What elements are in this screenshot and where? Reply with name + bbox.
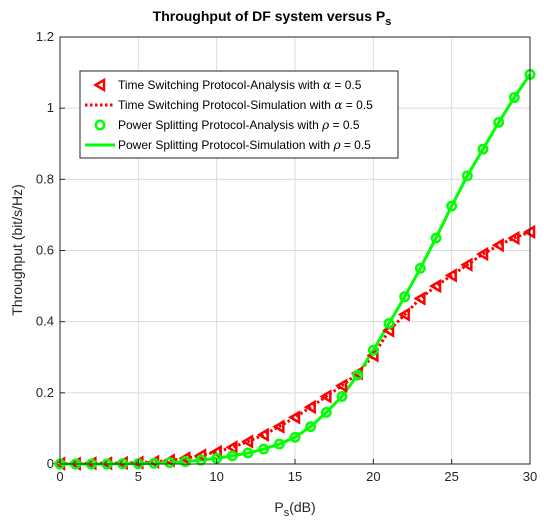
ts-analysis-marker — [397, 307, 410, 322]
x-tick-label: 20 — [366, 469, 380, 484]
x-tick-label: 5 — [135, 469, 142, 484]
ps-analysis-marker — [164, 457, 176, 469]
legend-entry: Time Switching Protocol-Simulation with … — [118, 98, 373, 112]
ps-analysis-marker — [352, 369, 364, 381]
ts-analysis-marker — [491, 237, 504, 253]
ps-analysis-marker — [477, 143, 489, 155]
ts-analysis-marker — [256, 427, 269, 443]
y-tick-label: 1 — [47, 100, 54, 115]
ps-analysis-marker — [414, 262, 426, 274]
ps-analysis-marker — [305, 421, 317, 433]
x-tick-label: 10 — [209, 469, 223, 484]
ts-analysis-marker — [303, 399, 316, 415]
legend-circle-marker — [94, 119, 106, 131]
ps-analysis-marker — [461, 170, 473, 182]
ps-analysis-marker — [336, 390, 348, 402]
legend-entry: Time Switching Protocol-Analysis with α … — [118, 78, 362, 92]
x-tick-label: 0 — [56, 469, 63, 484]
x-tick-label: 25 — [444, 469, 458, 484]
ts-analysis-marker — [194, 448, 207, 463]
legend-entry: Power Splitting Protocol-Analysis with ρ… — [118, 118, 360, 132]
x-axis-label: Ps(dB) — [274, 499, 315, 519]
ps-analysis-marker — [289, 431, 301, 443]
legend-triangle-marker — [93, 77, 106, 93]
ps-analysis-marker — [148, 457, 160, 469]
ps-analysis-marker — [320, 406, 332, 418]
ts-analysis-marker — [444, 268, 457, 283]
ts-analysis-marker — [460, 257, 473, 272]
ts-analysis-marker — [413, 291, 426, 306]
legend: Time Switching Protocol-Analysis with α … — [79, 70, 399, 159]
y-axis-label: Throughput (bit/s/Hz) — [9, 184, 25, 316]
ts-analysis-marker — [507, 230, 520, 246]
tick-layer: 0 5 10 15 20 25 30 0 0.2 0.4 0.6 0.8 1 1.2 — [36, 29, 537, 484]
ts-analysis-marker — [319, 389, 332, 404]
ps-analysis-marker — [508, 92, 520, 103]
ps-analysis-marker — [258, 443, 270, 455]
ps-analysis-marker — [226, 450, 238, 462]
ps-analysis-marker — [383, 317, 395, 329]
y-tick-label: 0.2 — [36, 385, 54, 400]
legend-box — [79, 70, 399, 159]
chart-title: Throughput of DF system versus Ps — [153, 8, 392, 28]
ps-analysis-marker — [446, 200, 458, 212]
y-tick-label: 0.8 — [36, 171, 54, 186]
y-tick-label: 0 — [47, 456, 54, 471]
ps-analysis-marker — [367, 344, 379, 356]
ts-analysis-marker — [366, 348, 379, 363]
ts-analysis-marker — [429, 278, 442, 294]
y-tick-label: 1.2 — [36, 29, 54, 44]
y-tick-label: 0.4 — [36, 314, 54, 329]
ps-analysis-marker — [242, 447, 254, 459]
ts-analysis-marker — [288, 410, 301, 425]
ps-analysis-marker — [179, 456, 191, 467]
y-tick-label: 0.6 — [36, 243, 54, 258]
ts-analysis-marker — [272, 419, 285, 434]
ps-analysis-marker — [493, 116, 505, 128]
x-tick-label: 15 — [288, 469, 302, 484]
legend-entry: Power Splitting Protocol-Simulation with… — [118, 138, 371, 152]
ts-analysis-marker — [335, 378, 348, 393]
ts-analysis-marker — [476, 246, 489, 262]
ps-analysis-marker — [430, 232, 442, 244]
ts-simulation-line — [60, 230, 531, 466]
ts-analysis-marker — [225, 440, 238, 455]
ps-analysis-marker — [399, 291, 411, 303]
ps-analysis-marker — [273, 438, 285, 450]
ts-analysis-marker — [241, 434, 254, 449]
x-tick-label: 30 — [523, 469, 537, 484]
